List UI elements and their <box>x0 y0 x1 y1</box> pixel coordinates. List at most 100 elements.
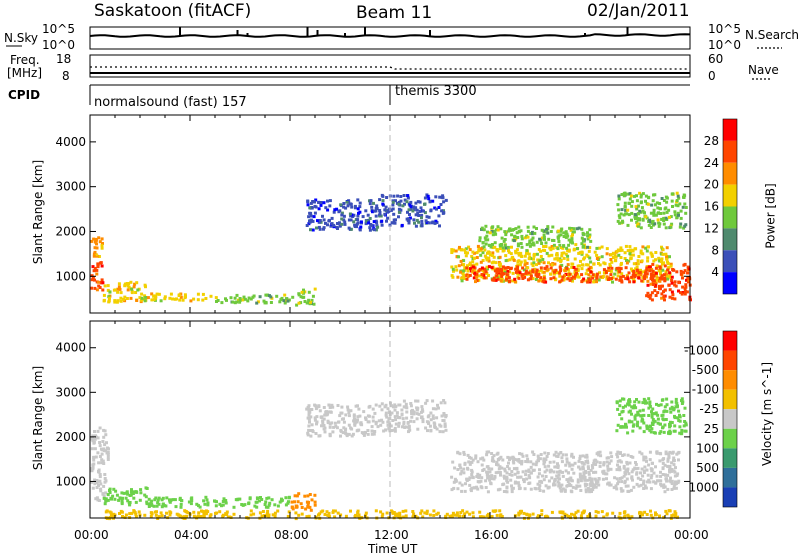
range-time-cell <box>589 482 592 486</box>
range-time-cell <box>401 417 405 421</box>
range-time-cell <box>580 461 584 464</box>
range-time-cell <box>678 425 682 429</box>
range-time-cell <box>559 451 563 454</box>
range-time-cell <box>657 479 661 483</box>
range-time-cell <box>356 509 360 513</box>
range-time-cell <box>249 509 253 513</box>
range-time-cell <box>385 196 389 199</box>
range-time-cell <box>576 269 580 273</box>
range-time-cell <box>592 470 595 474</box>
range-time-cell <box>360 431 364 435</box>
range-time-cell <box>632 280 636 284</box>
range-time-cell <box>479 479 483 483</box>
range-time-cell <box>479 247 483 251</box>
range-time-cell <box>485 470 489 474</box>
range-time-cell <box>529 460 533 464</box>
range-time-cell <box>619 212 623 216</box>
range-time-cell <box>95 272 99 276</box>
range-time-cell <box>496 267 500 271</box>
range-time-cell <box>184 295 187 299</box>
range-time-cell <box>473 271 477 275</box>
range-time-cell <box>380 193 384 197</box>
range-time-cell <box>504 254 508 258</box>
range-time-cell <box>118 496 122 500</box>
range-time-cell <box>311 294 315 298</box>
range-time-cell <box>670 222 674 226</box>
range-time-cell <box>680 431 684 435</box>
range-time-cell <box>582 473 586 477</box>
range-time-cell <box>582 277 586 281</box>
range-time-cell <box>631 429 635 433</box>
range-time-cell <box>152 294 156 298</box>
range-time-cell <box>508 473 512 476</box>
range-time-cell <box>625 273 629 277</box>
range-time-cell <box>566 480 570 484</box>
range-time-cell <box>477 278 481 282</box>
range-time-cell <box>307 298 311 302</box>
range-time-cell <box>647 223 651 227</box>
range-time-cell <box>574 486 578 490</box>
range-time-cell <box>665 409 669 413</box>
range-time-cell <box>650 427 654 431</box>
range-time-cell <box>418 200 422 204</box>
range-time-cell <box>571 262 575 266</box>
range-time-cell <box>617 194 621 198</box>
range-time-cell <box>523 263 527 267</box>
range-time-cell <box>313 503 317 507</box>
range-time-cell <box>382 429 386 433</box>
range-time-cell <box>358 205 362 209</box>
range-time-cell <box>546 231 550 235</box>
colorbar-swatch <box>723 428 737 449</box>
colorbar-frame <box>722 118 738 295</box>
range-time-cell <box>638 450 642 454</box>
range-time-cell <box>623 251 627 255</box>
range-time-cell <box>336 227 339 230</box>
range-time-cell <box>653 203 657 207</box>
range-time-cell <box>556 236 560 240</box>
range-time-cell <box>535 460 539 464</box>
range-time-cell <box>531 243 534 246</box>
range-time-cell <box>515 248 519 252</box>
range-time-cell <box>472 268 476 272</box>
range-time-cell <box>680 399 683 403</box>
range-time-cell <box>567 238 571 242</box>
range-time-cell <box>528 514 532 517</box>
freq-label: Freq. <box>10 53 40 67</box>
range-time-cell <box>591 486 595 489</box>
range-time-cell <box>666 457 670 461</box>
range-time-cell <box>667 266 671 270</box>
range-time-cell <box>373 411 377 415</box>
range-time-cell <box>130 291 134 295</box>
range-time-cell <box>631 273 635 277</box>
range-time-cell <box>123 282 127 286</box>
range-time-cell <box>619 263 623 267</box>
range-time-cell <box>616 248 620 252</box>
range-time-cell <box>218 502 222 506</box>
range-time-cell <box>435 512 439 516</box>
range-time-cell <box>480 486 484 490</box>
range-time-cell <box>102 494 106 498</box>
range-time-cell <box>589 488 593 492</box>
range-time-cell <box>655 402 658 406</box>
range-time-cell <box>326 223 329 227</box>
range-time-cell <box>348 212 352 216</box>
colorbar-tick-label: 12 <box>704 221 719 235</box>
range-time-cell <box>471 515 475 519</box>
range-time-cell <box>678 419 682 423</box>
range-time-cell <box>587 273 591 277</box>
range-time-cell <box>243 503 247 507</box>
range-time-cell <box>305 224 309 227</box>
range-time-cell <box>635 482 639 486</box>
range-time-cell <box>487 250 491 254</box>
range-time-cell <box>636 269 639 273</box>
range-time-cell <box>157 502 161 506</box>
range-time-cell <box>138 498 142 502</box>
range-time-cell <box>547 485 551 489</box>
range-time-cell <box>273 503 277 507</box>
range-time-cell <box>521 470 525 474</box>
range-time-cell <box>557 473 561 477</box>
range-time-cell <box>623 471 627 475</box>
range-time-cell <box>669 264 673 268</box>
range-time-cell <box>591 276 595 280</box>
range-time-cell <box>536 258 540 262</box>
